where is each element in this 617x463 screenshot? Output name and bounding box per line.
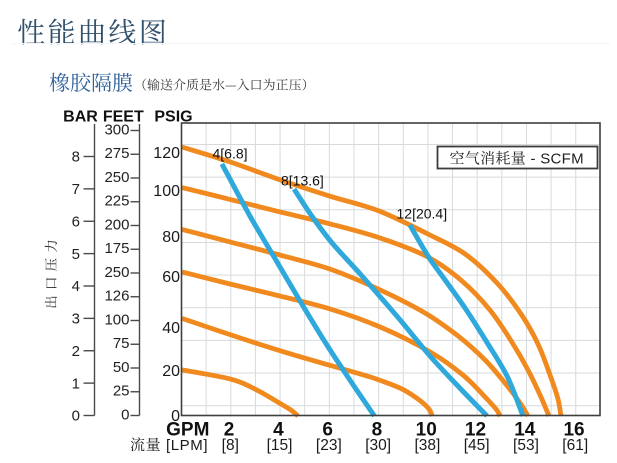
psig-scale: 120 100 80 60 40 20 0 (153, 145, 180, 425)
x-tick-lpm: [8] (222, 437, 239, 454)
subtitle-note (142, 78, 307, 91)
subtitle (49, 72, 133, 92)
psig-tick-label: 20 (162, 363, 180, 380)
feet-tick-label: 300 (104, 121, 129, 138)
feet-tick-label: 50 (113, 359, 130, 376)
feet-tick-label: 126 (104, 288, 129, 305)
y-scale-header: PSIG (154, 109, 192, 126)
header (12, 18, 610, 92)
y-scale-header: FEET (103, 109, 144, 126)
air-consumption-line-2 (292, 187, 489, 418)
feet-tick-label: 0 (121, 406, 129, 423)
discharge-pressure-curve-3 (181, 227, 530, 418)
page-title (18, 18, 165, 45)
bar-scale: 8 7 6 5 4 3 2 1 0 (72, 124, 96, 425)
psig-tick-label: 40 (162, 320, 180, 337)
x-tick-lpm: [45] (464, 437, 490, 454)
legend-label: - SCFM (450, 151, 584, 168)
x-tick-lpm: [38] (414, 437, 440, 454)
feet-tick-label: 225 (104, 193, 129, 210)
x-tick-gpm: 8 (372, 420, 383, 441)
bar-tick-label: 6 (72, 213, 80, 230)
x-tick-gpm: 14 (514, 420, 536, 441)
air-line-label: 4[6.8] (213, 146, 248, 162)
air-line-labels: 4[6.8] 8[13.6] 12[20.4] (213, 146, 448, 222)
legend: - SCFM (436, 145, 599, 170)
feet-tick-label: 250 (104, 169, 129, 186)
svg-text:12[20.4]: 12[20.4] (397, 206, 448, 222)
feet-tick-label: 200 (104, 216, 129, 233)
bar-tick-label: 4 (72, 278, 80, 295)
feet-tick-label: 175 (104, 240, 129, 257)
feet-tick-label: 75 (113, 335, 130, 352)
discharge-pressure-curve-4 (181, 269, 503, 418)
bar-tick-label: 2 (72, 343, 80, 360)
feet-tick-label: 275 (104, 145, 129, 162)
bar-tick-label: 5 (72, 246, 80, 263)
svg-text:- SCFM: - SCFM (526, 151, 584, 168)
discharge-pressure-curve-2 (181, 185, 552, 417)
x-tick-lpm: [61] (562, 437, 588, 454)
psig-tick-label: 120 (153, 145, 180, 162)
bar-tick-label: 8 (72, 149, 80, 166)
svg-text:[LPM]: [LPM] (161, 437, 208, 454)
air-line-label: 12[20.4] (397, 206, 448, 222)
x-tick-lpm: [23] (316, 437, 342, 454)
bar-tick-label: 3 (72, 311, 80, 328)
y-axis-title (44, 240, 58, 308)
x-tick-lpm: [30] (365, 437, 391, 454)
bar-tick-label: 1 (72, 375, 80, 392)
x-tick-lpm: [53] (513, 437, 539, 454)
air-consumption-line-1 (219, 162, 377, 418)
x-axis-unit-primary: GPM (166, 420, 209, 441)
x-tick-lpm: [15] (267, 437, 293, 454)
x-tick-gpm: 2 (224, 420, 235, 441)
air-line-label: 8[13.6] (281, 173, 324, 189)
svg-text:8[13.6]: 8[13.6] (281, 173, 324, 189)
feet-tick-label: 100 (104, 311, 129, 328)
y-axis: BAR FEET PSIG (63, 109, 192, 126)
x-tick-gpm: 6 (322, 420, 333, 441)
discharge-pressure-curve-5 (181, 316, 435, 417)
x-tick-gpm: 4 (273, 420, 284, 441)
psig-tick-label: 60 (162, 269, 180, 286)
svg-text:4[6.8]: 4[6.8] (213, 146, 248, 162)
air-consumption-line-3 (407, 223, 526, 417)
y-scale-header: BAR (63, 109, 98, 126)
psig-tick-label: 0 (171, 408, 180, 425)
discharge-pressure-curve-1 (181, 144, 564, 417)
psig-tick-label: 100 (153, 183, 180, 200)
y-axis-title-text (44, 240, 58, 308)
feet-tick-label: 25 (113, 383, 130, 400)
x-tick-gpm: 16 (563, 420, 584, 441)
legend-box (436, 145, 599, 170)
psig-tick-label: 80 (162, 229, 180, 246)
feet-tick-label: 250 (104, 264, 129, 281)
bar-tick-label: 7 (72, 181, 80, 198)
series (181, 144, 564, 418)
plot-border (180, 122, 601, 417)
x-tick-gpm: 12 (465, 420, 486, 441)
discharge-pressure-curve-6 (181, 367, 300, 418)
x-axis-unit-secondary: [LPM] (130, 437, 208, 454)
x-tick-gpm: 10 (416, 420, 437, 441)
bar-tick-label: 0 (72, 408, 80, 425)
x-axis: GPM [LPM] 2[8] 4[15] 6[23] 8[30] 10[38] 12[45]… (130, 420, 588, 454)
